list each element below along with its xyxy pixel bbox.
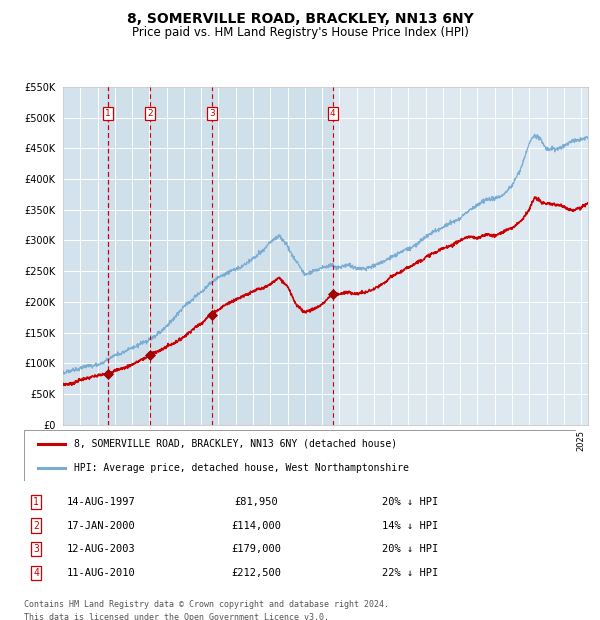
Text: £81,950: £81,950 xyxy=(234,497,278,507)
Text: 12-AUG-2003: 12-AUG-2003 xyxy=(67,544,136,554)
Text: 8, SOMERVILLE ROAD, BRACKLEY, NN13 6NY (detached house): 8, SOMERVILLE ROAD, BRACKLEY, NN13 6NY (… xyxy=(74,439,397,449)
Text: 17-JAN-2000: 17-JAN-2000 xyxy=(67,521,136,531)
Text: HPI: Average price, detached house, West Northamptonshire: HPI: Average price, detached house, West… xyxy=(74,463,409,473)
Text: Price paid vs. HM Land Registry's House Price Index (HPI): Price paid vs. HM Land Registry's House … xyxy=(131,26,469,39)
Text: 20% ↓ HPI: 20% ↓ HPI xyxy=(382,497,439,507)
Text: 2: 2 xyxy=(147,109,153,118)
Bar xyxy=(212,87,333,425)
Text: 1: 1 xyxy=(106,109,111,118)
Text: Contains HM Land Registry data © Crown copyright and database right 2024.: Contains HM Land Registry data © Crown c… xyxy=(24,600,389,609)
Text: 3: 3 xyxy=(33,544,39,554)
Text: This data is licensed under the Open Government Licence v3.0.: This data is licensed under the Open Gov… xyxy=(24,613,329,620)
Text: £179,000: £179,000 xyxy=(231,544,281,554)
Bar xyxy=(63,87,108,425)
FancyBboxPatch shape xyxy=(24,430,576,480)
Text: 3: 3 xyxy=(209,109,215,118)
Text: 14% ↓ HPI: 14% ↓ HPI xyxy=(382,521,439,531)
Text: 20% ↓ HPI: 20% ↓ HPI xyxy=(382,544,439,554)
Text: 11-AUG-2010: 11-AUG-2010 xyxy=(67,569,136,578)
Text: 4: 4 xyxy=(330,109,335,118)
Text: 8, SOMERVILLE ROAD, BRACKLEY, NN13 6NY: 8, SOMERVILLE ROAD, BRACKLEY, NN13 6NY xyxy=(127,12,473,27)
Text: 1: 1 xyxy=(33,497,39,507)
Text: £114,000: £114,000 xyxy=(231,521,281,531)
Bar xyxy=(108,87,150,425)
Bar xyxy=(150,87,212,425)
Text: £212,500: £212,500 xyxy=(231,569,281,578)
Text: 14-AUG-1997: 14-AUG-1997 xyxy=(67,497,136,507)
Text: 22% ↓ HPI: 22% ↓ HPI xyxy=(382,569,439,578)
Text: 4: 4 xyxy=(33,569,39,578)
Text: 2: 2 xyxy=(33,521,39,531)
